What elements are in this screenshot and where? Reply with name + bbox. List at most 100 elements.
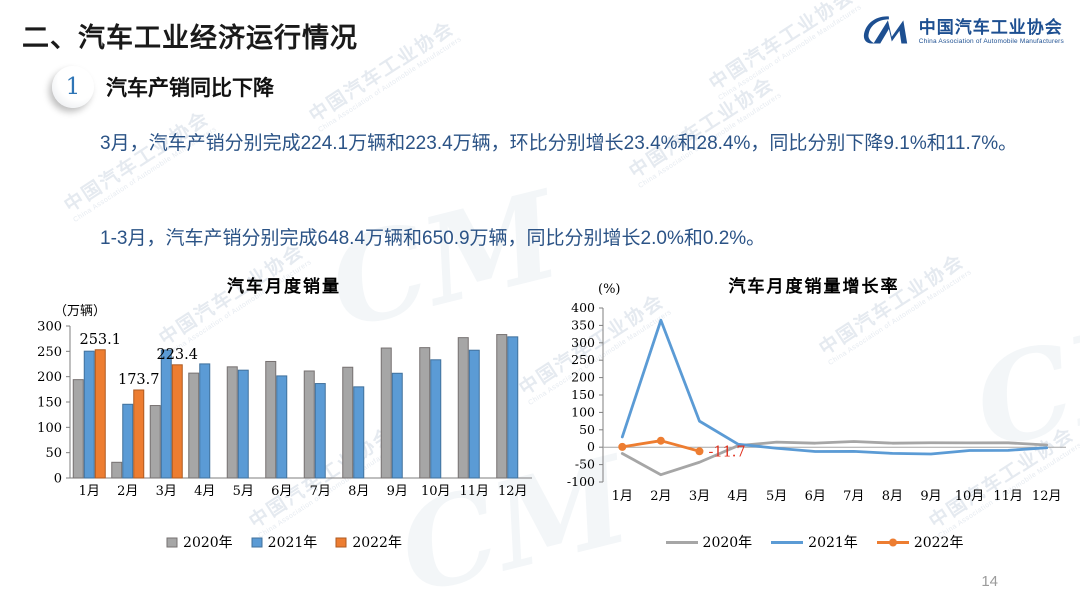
bar bbox=[507, 336, 519, 479]
legend-swatch bbox=[251, 537, 263, 547]
data-point-marker bbox=[695, 447, 704, 456]
legend-label: 2022年 bbox=[352, 535, 402, 551]
y-tick-label: 100 bbox=[571, 404, 595, 419]
y-tick-label: -100 bbox=[567, 474, 595, 489]
x-tick-label: 9月 bbox=[920, 489, 941, 504]
legend-swatch bbox=[335, 537, 347, 547]
legend-item: 2020年 bbox=[166, 532, 233, 552]
page-title: 二、汽车工业经济运行情况 bbox=[22, 23, 358, 53]
logo-text: 中国汽车工业协会 China Association of Automobile… bbox=[919, 13, 1064, 45]
bar bbox=[237, 369, 249, 479]
bar-series-2020年 bbox=[72, 334, 508, 479]
x-tick-label: 8月 bbox=[882, 489, 903, 504]
bar bbox=[457, 337, 469, 479]
bar-chart-unit-label: （万辆） bbox=[54, 304, 107, 319]
legend-item: 2021年 bbox=[770, 532, 858, 552]
data-point-marker bbox=[618, 442, 627, 451]
legend-swatch bbox=[771, 540, 804, 544]
y-tick-label: 200 bbox=[37, 370, 62, 385]
bar-series-2022年 bbox=[94, 349, 183, 479]
watermark-subtext: China Association of Automobile Manufact… bbox=[717, 3, 863, 102]
y-tick-label: 250 bbox=[37, 345, 62, 360]
data-label: 223.4 bbox=[156, 347, 198, 363]
legend-label: 2022年 bbox=[913, 535, 964, 551]
bar bbox=[342, 366, 354, 479]
x-tick-label: 5月 bbox=[766, 489, 787, 504]
legend-label: 2021年 bbox=[267, 535, 318, 551]
legend-item: 2020年 bbox=[665, 532, 753, 552]
bar-chart-legend: 2020年 2021年 2022年 bbox=[28, 532, 540, 552]
y-tick-label: 300 bbox=[571, 335, 595, 350]
bar bbox=[133, 389, 145, 479]
legend-label: 2020年 bbox=[702, 535, 753, 551]
watermark-text: 中国汽车工业协会 bbox=[60, 107, 214, 217]
bar-series-2021年 bbox=[83, 336, 519, 479]
bar bbox=[265, 360, 277, 479]
x-tick-label: 5月 bbox=[233, 484, 254, 499]
y-tick-label: 0 bbox=[54, 472, 62, 487]
bar bbox=[171, 364, 183, 479]
x-tick-label: 3月 bbox=[689, 489, 710, 504]
x-tick-label: 4月 bbox=[194, 484, 215, 499]
data-label: 253.1 bbox=[79, 332, 121, 348]
bar bbox=[380, 347, 392, 479]
logo-org-name: 中国汽车工业协会 bbox=[918, 18, 1063, 37]
bar-chart-title: 汽车月度销量 bbox=[227, 277, 341, 297]
bar bbox=[83, 350, 95, 479]
line-chart-plot: -100 -50 0 50 100 150 200 250 300 350 400 1月 2月 3月 4月 5… bbox=[567, 300, 1066, 504]
x-tick-label: 1月 bbox=[79, 484, 100, 499]
bar bbox=[419, 347, 431, 479]
y-tick-label: 100 bbox=[37, 421, 62, 436]
legend-swatch bbox=[166, 537, 178, 547]
x-tick-label: 7月 bbox=[310, 484, 331, 499]
legend-label: 2021年 bbox=[808, 535, 858, 551]
bar bbox=[496, 334, 508, 479]
page-number: 14 bbox=[981, 573, 998, 590]
growth-rate-line-chart: 汽车月度销量增长率 (%) -100 -50 0 50 100 150 200 250 300 3… bbox=[552, 266, 1076, 558]
x-tick-label: 10月 bbox=[955, 489, 985, 504]
bar bbox=[353, 386, 365, 479]
paragraph-q1-sales: 1-3月，汽车产销分别完成648.4万辆和650.9万辆，同比分别增长2.0%和… bbox=[100, 228, 766, 249]
bar bbox=[314, 383, 326, 479]
bar bbox=[199, 363, 211, 479]
line-chart-unit-label: (%) bbox=[598, 282, 621, 297]
legend-swatch bbox=[876, 538, 909, 546]
line-series-2022年 bbox=[618, 436, 704, 456]
series-line bbox=[620, 318, 1049, 456]
watermark-text: 中国汽车工业协会 bbox=[705, 0, 859, 95]
axes bbox=[599, 307, 604, 483]
x-tick-label: 11月 bbox=[459, 484, 489, 499]
logo-org-subtitle: China Association of Automobile Manufact… bbox=[918, 38, 1064, 45]
monthly-sales-bar-chart: 汽车月度销量 （万辆） 0 50 100 150 200 250 300 1月 2月 3月 4月 5月… bbox=[28, 266, 540, 558]
data-label: 173.7 bbox=[118, 372, 160, 388]
caam-logo-icon bbox=[863, 16, 907, 44]
bar bbox=[149, 405, 161, 479]
bar bbox=[226, 366, 238, 479]
line-chart-title: 汽车月度销量增长率 bbox=[728, 277, 900, 297]
bar bbox=[122, 403, 134, 479]
bar bbox=[160, 349, 172, 479]
bar bbox=[303, 370, 315, 479]
bar bbox=[276, 375, 288, 479]
legend-item: 2022年 bbox=[876, 532, 964, 552]
x-tick-label: 1月 bbox=[612, 489, 633, 504]
series-line bbox=[620, 440, 1049, 477]
data-point-marker bbox=[656, 436, 665, 445]
y-tick-label: 50 bbox=[579, 422, 595, 437]
legend-swatch bbox=[665, 540, 698, 544]
y-tick-label: 50 bbox=[45, 446, 62, 461]
line-series-2021年 bbox=[620, 318, 1049, 456]
x-tick-label: 9月 bbox=[387, 484, 408, 499]
y-tick-label: 350 bbox=[571, 317, 595, 332]
bar-chart-plot: 0 50 100 150 200 250 300 1月 2月 3月 4月 5月 6月 7月 8月 9月 10月 1… bbox=[37, 320, 532, 499]
y-tick-label: -50 bbox=[575, 457, 595, 472]
data-label: -11.7 bbox=[708, 444, 745, 460]
bar bbox=[94, 349, 106, 479]
paragraph-march-sales: 3月，汽车产销分别完成224.1万辆和223.4万辆，环比分别增长23.4%和2… bbox=[100, 133, 1018, 154]
bar bbox=[468, 349, 480, 479]
y-tick-label: 250 bbox=[571, 352, 595, 367]
axes bbox=[66, 325, 532, 479]
bar bbox=[188, 372, 200, 479]
line-series-2020年 bbox=[620, 440, 1049, 477]
